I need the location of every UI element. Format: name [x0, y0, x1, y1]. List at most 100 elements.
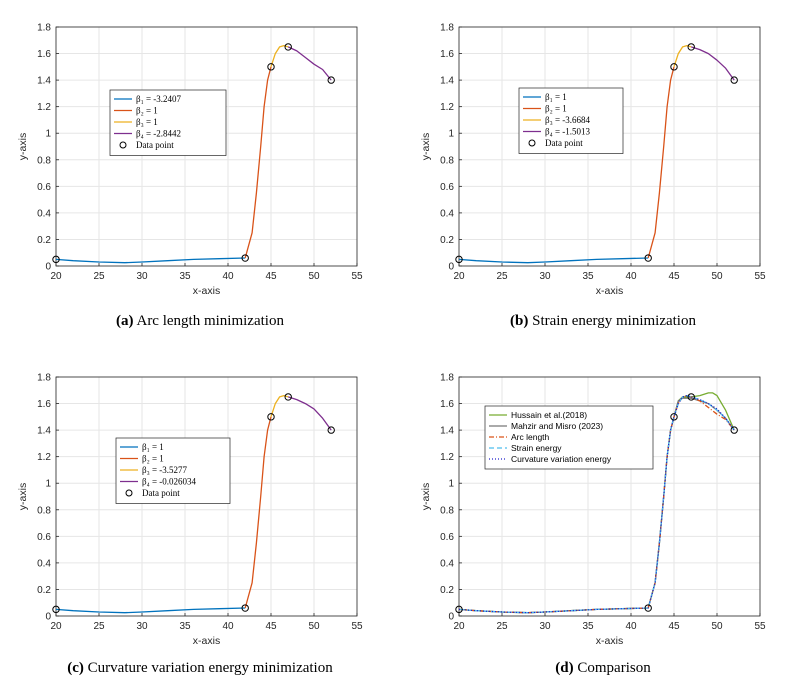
x-tick-label: 20: [50, 621, 62, 632]
data-point-marker: [52, 605, 60, 614]
data-point-marker: [267, 63, 275, 71]
x-tick-label: 40: [625, 621, 637, 632]
data-point-marker: [284, 43, 292, 51]
y-tick-label: 1.2: [37, 102, 51, 113]
x-tick-label: 45: [265, 271, 277, 282]
x-tick-label: 25: [93, 621, 105, 632]
caption-text-d: Comparison: [577, 660, 651, 676]
y-tick-label: 1.8: [37, 373, 51, 384]
y-tick-label: 0.8: [440, 155, 454, 166]
x-tick-label: 40: [625, 271, 637, 282]
series-line-1: [55, 607, 246, 614]
legend-label: β₃ = -3.5277: [142, 465, 188, 475]
data-point-marker: [327, 426, 335, 434]
data-point-marker: [670, 413, 678, 421]
x-tick-label: 25: [496, 271, 508, 282]
x-tick-label: 30: [539, 271, 551, 282]
series-line-2: [244, 416, 272, 609]
y-tick-label: 0.6: [37, 532, 51, 543]
legend-label: Data point: [545, 138, 583, 148]
legend-marker: [119, 141, 127, 149]
y-tick-label: 1: [45, 129, 51, 140]
legend-marker: [528, 139, 536, 147]
data-point-marker: [644, 604, 652, 612]
legend-label: Strain energy: [511, 443, 562, 453]
legend-label: β₄ = -1.5013: [545, 127, 591, 137]
chart-panel-a: 20 25 30 35 40 45 50 55 0 0.2 0.4 0.6 0.8 1 1.2 1.4 1.6 1…: [10, 10, 390, 350]
y-axis-label: y-axis: [420, 483, 432, 510]
legend-label: Arc length: [511, 432, 550, 442]
x-tick-label: 25: [496, 621, 508, 632]
y-tick-label: 0.8: [37, 155, 51, 166]
chart-a: 20 25 30 35 40 45 50 55 0 0.2 0.4 0.6 0.8 1 1.2 1.4 1.6 1…: [17, 23, 363, 298]
y-tick-label: 1.4: [440, 76, 454, 87]
series-line-4: [288, 396, 332, 431]
y-tick-label: 1.2: [440, 452, 454, 463]
axes-box: [55, 376, 358, 617]
caption-label-b: (b): [510, 313, 529, 329]
legend-label: β₃ = -3.6684: [545, 115, 591, 125]
x-tick-label: 45: [668, 621, 680, 632]
caption-a: (a) Arc length minimization: [10, 313, 390, 330]
data-point-marker: [687, 43, 695, 51]
x-axis-label: x-axis: [193, 635, 220, 647]
y-tick-label: 1.2: [440, 102, 454, 113]
chart-panel-d: 20 25 30 35 40 45 50 55 0 0.2 0.4 0.6 0.8 1 1.2 1.4 1.6 1…: [413, 360, 793, 700]
legend-marker: [125, 489, 133, 497]
series-line-2: [647, 66, 675, 259]
y-tick-label: 1.6: [440, 49, 454, 60]
x-tick-label: 50: [308, 621, 320, 632]
y-tick-label: 1: [45, 479, 51, 490]
legend-label: β₃ = 1: [136, 117, 158, 127]
caption-text-c: Curvature variation energy minimization: [87, 660, 333, 676]
legend-label: β₂ = 1: [545, 104, 567, 114]
y-tick-label: 0.4: [37, 208, 51, 219]
y-tick-label: 1.6: [440, 399, 454, 410]
x-tick-label: 35: [179, 621, 191, 632]
y-tick-label: 0: [448, 262, 454, 273]
y-tick-label: 1: [448, 479, 454, 490]
data-point-marker: [455, 255, 463, 264]
axes-box: [458, 26, 761, 267]
series-line-1: [55, 257, 246, 264]
legend-box: [484, 405, 654, 470]
legend-box: [518, 87, 624, 154]
caption-label-a: (a): [116, 313, 134, 329]
x-tick-label: 50: [711, 621, 723, 632]
data-point-marker: [670, 63, 678, 71]
legend-label: β₂ = 1: [136, 106, 158, 116]
y-tick-label: 1.6: [37, 49, 51, 60]
legend-label: Data point: [142, 488, 180, 498]
caption-text-b: Strain energy minimization: [532, 313, 696, 329]
x-tick-label: 20: [453, 621, 465, 632]
caption-d: (d) Comparison: [413, 660, 793, 677]
y-tick-label: 0.6: [440, 182, 454, 193]
legend-label: Curvature variation energy: [511, 454, 612, 464]
y-tick-label: 1.4: [440, 426, 454, 437]
x-tick-label: 40: [222, 621, 234, 632]
caption-label-d: (d): [555, 660, 574, 676]
data-point-marker: [730, 76, 738, 84]
y-tick-label: 0.2: [440, 235, 454, 246]
data-point-marker: [284, 393, 292, 401]
axes-box: [458, 376, 761, 617]
chart-panel-b: 20 25 30 35 40 45 50 55 0 0.2 0.4 0.6 0.8 1 1.2 1.4 1.6 1…: [413, 10, 793, 350]
x-tick-label: 40: [222, 271, 234, 282]
data-point-marker: [52, 255, 60, 264]
chart-panel-c: 20 25 30 35 40 45 50 55 0 0.2 0.4 0.6 0.8 1 1.2 1.4 1.6 1…: [10, 360, 390, 700]
caption-b: (b) Strain energy minimization: [413, 313, 793, 330]
data-point-marker: [327, 76, 335, 84]
series-line-2: [244, 66, 272, 259]
y-tick-label: 0.4: [37, 558, 51, 569]
x-tick-label: 45: [668, 271, 680, 282]
y-tick-label: 1.4: [37, 76, 51, 87]
y-tick-label: 1: [448, 129, 454, 140]
legend-label: β₄ = -0.026034: [142, 477, 197, 487]
y-axis-label: y-axis: [17, 133, 29, 160]
y-tick-label: 1.8: [440, 373, 454, 384]
y-tick-label: 1.8: [37, 23, 51, 34]
x-tick-label: 35: [179, 271, 191, 282]
chart-c: 20 25 30 35 40 45 50 55 0 0.2 0.4 0.6 0.8 1 1.2 1.4 1.6 1…: [17, 373, 363, 648]
y-axis-label: y-axis: [17, 483, 29, 510]
legend-label: Hussain et al.(2018): [511, 410, 587, 420]
